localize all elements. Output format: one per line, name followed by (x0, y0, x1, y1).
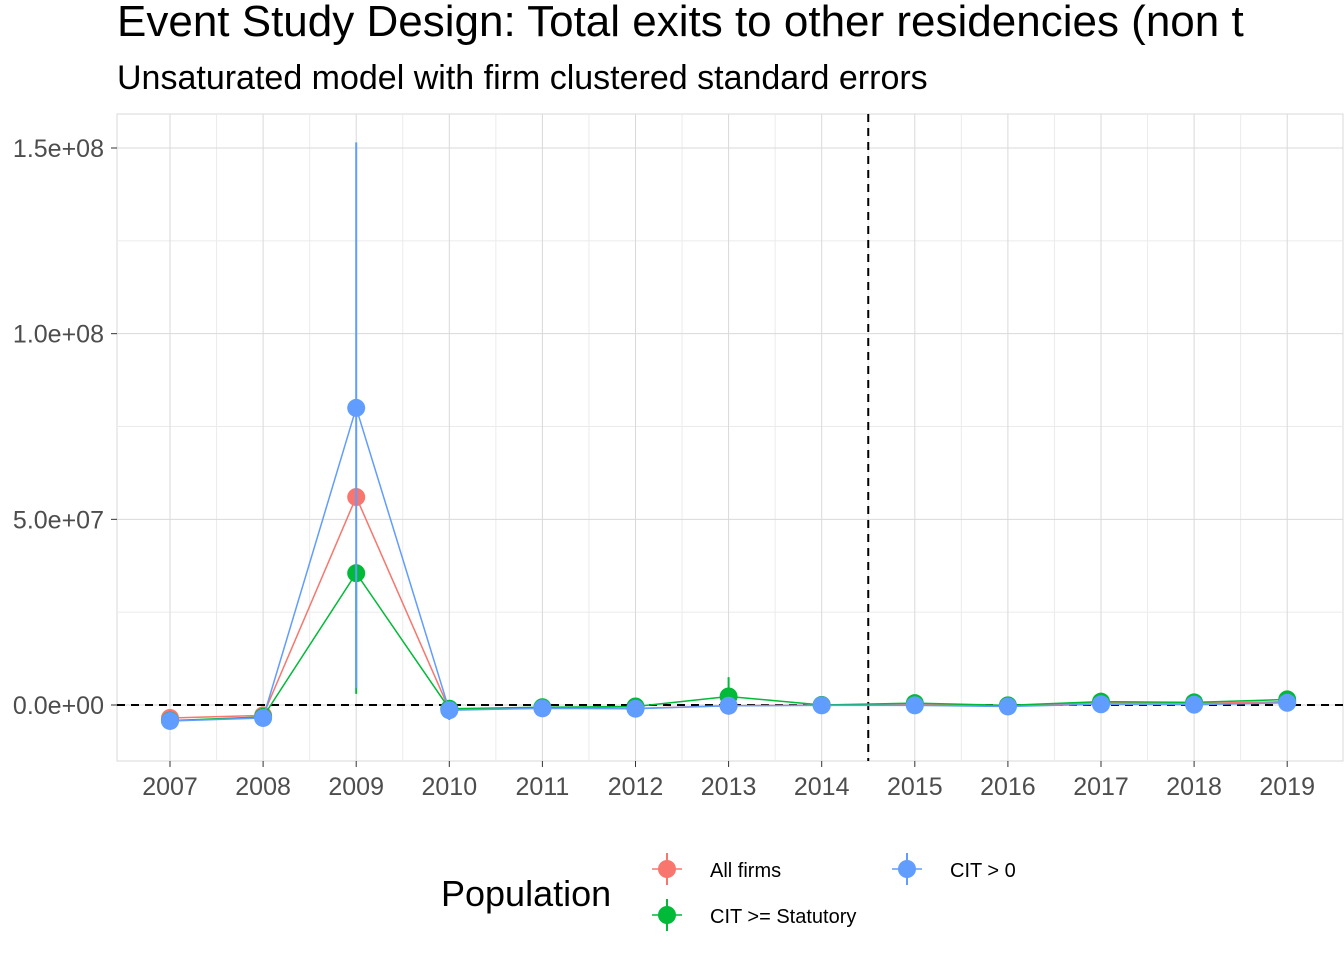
legend-label: CIT >= Statutory (710, 906, 856, 928)
x-tick-label: 2012 (608, 773, 664, 801)
chart-subtitle: Unsaturated model with firm clustered st… (117, 59, 928, 97)
data-point (905, 696, 924, 715)
data-point (812, 696, 831, 715)
legend-item-0: All firms (652, 853, 781, 885)
x-tick-label: 2013 (701, 773, 757, 801)
x-tick-label: 2017 (1073, 773, 1129, 801)
plot-panel (116, 113, 1344, 762)
data-point (254, 708, 273, 727)
y-tick-label: 1.0e+08 (13, 321, 104, 349)
x-tick-label: 2010 (421, 773, 477, 801)
data-point (161, 711, 179, 730)
legend-item-2: CIT > 0 (892, 853, 1016, 885)
legend-title: Population (441, 873, 611, 914)
legend-label: CIT > 0 (950, 860, 1016, 882)
x-tick-label: 2019 (1259, 773, 1315, 801)
data-point (1092, 695, 1110, 714)
reference-lines (117, 114, 1343, 761)
series-2 (161, 142, 1297, 730)
x-tick-label: 2015 (887, 773, 943, 801)
chart-title: Event Study Design: Total exits to other… (117, 0, 1244, 46)
data-point (719, 696, 738, 715)
x-tick-label: 2008 (235, 773, 291, 801)
x-tick-label: 2016 (980, 773, 1036, 801)
legend-key-point (898, 860, 916, 878)
data-point (626, 699, 645, 718)
grid-minor (117, 114, 1343, 761)
legend: Population All firms CIT >= Statutory CIT … (441, 853, 1016, 931)
data-point (533, 699, 552, 718)
x-tick-label: 2011 (516, 773, 570, 801)
series-layer (161, 142, 1297, 730)
data-point (1185, 695, 1204, 714)
data-point (1278, 693, 1297, 712)
legend-item-1: CIT >= Statutory (652, 899, 856, 931)
x-tick-label: 2014 (794, 773, 850, 801)
legend-key-point (658, 906, 676, 924)
y-tick-label: 5.0e+07 (13, 506, 104, 534)
y-tick-label: 0.0e+00 (13, 692, 104, 720)
y-axis: 0.0e+00 5.0e+07 1.0e+08 1.5e+08 (13, 135, 117, 720)
data-point (347, 398, 366, 417)
y-tick-label: 1.5e+08 (13, 135, 104, 163)
legend-key-point (658, 860, 676, 878)
x-axis: 2007 2008 2009 2010 2011 2012 2013 2014 2015 2016… (142, 761, 1315, 801)
x-tick-label: 2018 (1166, 773, 1222, 801)
data-point (440, 701, 459, 720)
legend-label: All firms (710, 860, 781, 882)
x-tick-label: 2009 (328, 773, 384, 801)
data-point (998, 697, 1017, 716)
x-tick-label: 2007 (142, 773, 198, 801)
